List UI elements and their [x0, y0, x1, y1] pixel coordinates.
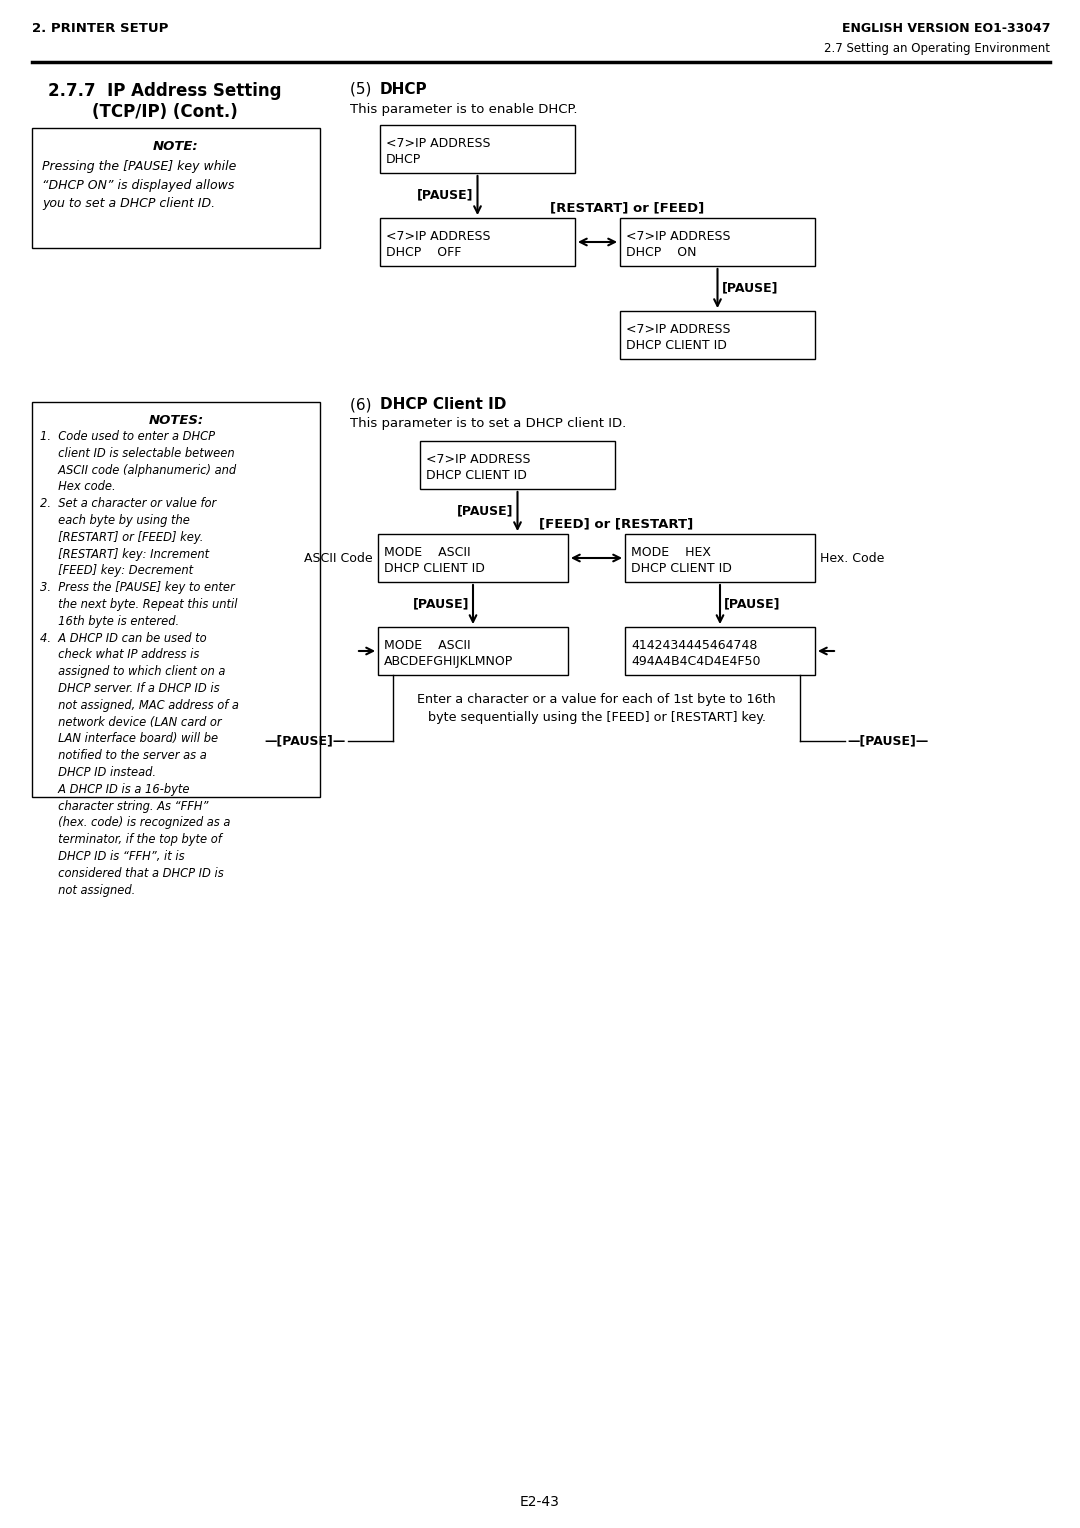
- Bar: [380, 125, 575, 173]
- Text: <7>IP ADDRESS: <7>IP ADDRESS: [426, 452, 530, 466]
- Text: 4142434445464748: 4142434445464748: [631, 639, 757, 652]
- Text: 2.7.7  IP Address Setting: 2.7.7 IP Address Setting: [49, 83, 282, 99]
- Text: (5): (5): [350, 83, 381, 96]
- Text: [FEED] or [RESTART]: [FEED] or [RESTART]: [539, 516, 693, 530]
- Text: 494A4B4C4D4E4F50: 494A4B4C4D4E4F50: [631, 656, 760, 668]
- Text: 2.7 Setting an Operating Environment: 2.7 Setting an Operating Environment: [824, 41, 1050, 55]
- Text: DHCP CLIENT ID: DHCP CLIENT ID: [626, 339, 727, 351]
- Bar: [620, 219, 815, 266]
- Bar: [378, 533, 568, 582]
- Text: <7>IP ADDRESS: <7>IP ADDRESS: [626, 322, 730, 336]
- Text: <7>IP ADDRESS: <7>IP ADDRESS: [626, 231, 730, 243]
- Bar: [32, 128, 320, 248]
- Text: <7>IP ADDRESS: <7>IP ADDRESS: [386, 138, 490, 150]
- Text: 1.  Code used to enter a DHCP
     client ID is selectable between
     ASCII co: 1. Code used to enter a DHCP client ID i…: [40, 429, 239, 897]
- Text: MODE    ASCII: MODE ASCII: [384, 639, 471, 652]
- Text: ASCII Code: ASCII Code: [305, 552, 373, 564]
- Text: DHCP    ON: DHCP ON: [626, 246, 697, 260]
- Text: —[PAUSE]—: —[PAUSE]—: [265, 735, 346, 747]
- Text: This parameter is to enable DHCP.: This parameter is to enable DHCP.: [350, 102, 578, 116]
- Text: DHCP CLIENT ID: DHCP CLIENT ID: [384, 562, 485, 575]
- Bar: [625, 533, 815, 582]
- Text: DHCP Client ID: DHCP Client ID: [380, 397, 507, 413]
- Text: DHCP CLIENT ID: DHCP CLIENT ID: [426, 469, 527, 481]
- Text: DHCP: DHCP: [386, 153, 421, 167]
- Text: This parameter is to set a DHCP client ID.: This parameter is to set a DHCP client I…: [350, 417, 626, 429]
- Text: —[PAUSE]—: —[PAUSE]—: [847, 735, 928, 747]
- Text: ENGLISH VERSION EO1-33047: ENGLISH VERSION EO1-33047: [841, 21, 1050, 35]
- Text: [PAUSE]: [PAUSE]: [724, 597, 781, 611]
- Text: Hex. Code: Hex. Code: [820, 552, 885, 564]
- Text: E2-43: E2-43: [521, 1494, 559, 1510]
- Text: NOTES:: NOTES:: [148, 414, 203, 426]
- Text: [PAUSE]: [PAUSE]: [417, 188, 473, 202]
- Text: 2. PRINTER SETUP: 2. PRINTER SETUP: [32, 21, 168, 35]
- Text: [PAUSE]: [PAUSE]: [721, 281, 778, 295]
- Bar: [32, 402, 320, 798]
- Text: Enter a character or a value for each of 1st byte to 16th: Enter a character or a value for each of…: [417, 694, 775, 706]
- Bar: [625, 626, 815, 675]
- Bar: [380, 219, 575, 266]
- Text: <7>IP ADDRESS: <7>IP ADDRESS: [386, 231, 490, 243]
- Text: byte sequentially using the [FEED] or [RESTART] key.: byte sequentially using the [FEED] or [R…: [428, 711, 766, 724]
- Bar: [378, 626, 568, 675]
- Text: [RESTART] or [FEED]: [RESTART] or [FEED]: [551, 202, 704, 214]
- Text: [PAUSE]: [PAUSE]: [457, 504, 513, 518]
- Text: ABCDEFGHIJKLMNOP: ABCDEFGHIJKLMNOP: [384, 656, 513, 668]
- Bar: [620, 312, 815, 359]
- Text: MODE    ASCII: MODE ASCII: [384, 545, 471, 559]
- Text: MODE    HEX: MODE HEX: [631, 545, 711, 559]
- Text: [PAUSE]: [PAUSE]: [413, 597, 469, 611]
- Text: DHCP: DHCP: [380, 83, 428, 96]
- Text: (TCP/IP) (Cont.): (TCP/IP) (Cont.): [92, 102, 238, 121]
- Text: (6): (6): [350, 397, 381, 413]
- Text: DHCP    OFF: DHCP OFF: [386, 246, 461, 260]
- Text: Pressing the [PAUSE] key while
“DHCP ON” is displayed allows
you to set a DHCP c: Pressing the [PAUSE] key while “DHCP ON”…: [42, 160, 237, 209]
- Text: DHCP CLIENT ID: DHCP CLIENT ID: [631, 562, 732, 575]
- Bar: [420, 442, 615, 489]
- Text: NOTE:: NOTE:: [153, 141, 199, 153]
